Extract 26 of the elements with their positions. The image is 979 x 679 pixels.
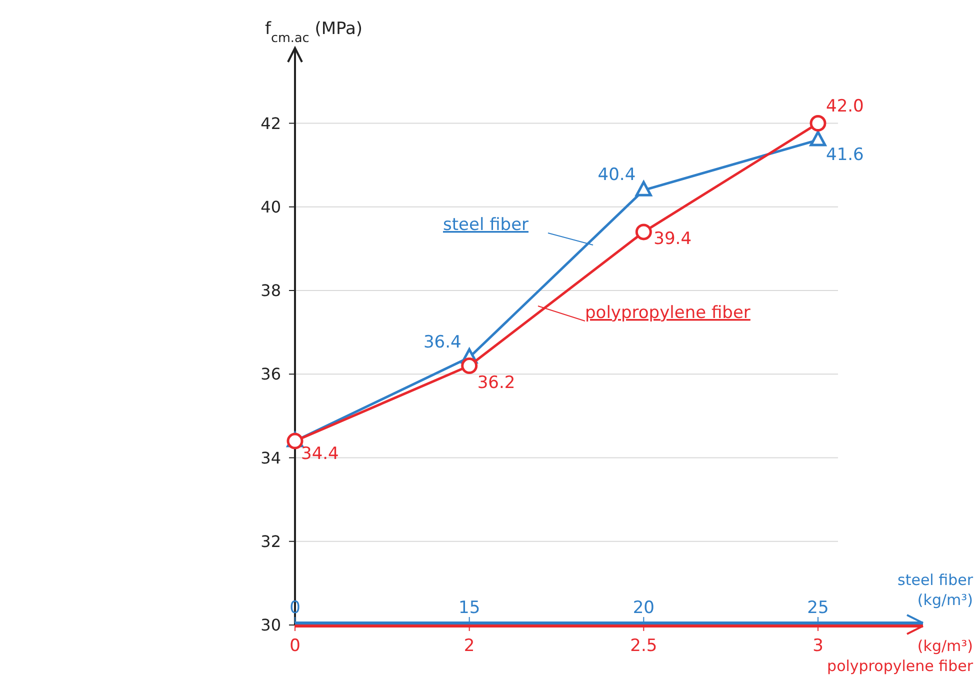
text: steel fiber bbox=[443, 215, 529, 235]
y-axis-title: f$_{cm.ac}$ (MPa) bbox=[265, 19, 363, 46]
y-tick-label: 38 bbox=[260, 281, 281, 300]
x-tick-label: 2 bbox=[464, 636, 475, 656]
data-label: 40.4 bbox=[598, 165, 636, 186]
data-label: 41.6 bbox=[826, 144, 864, 165]
data-label: 42.0 bbox=[826, 96, 864, 116]
annotation: 25 bbox=[807, 598, 829, 618]
x2-axis-title: steel fiber (kg/m³) bbox=[898, 571, 974, 609]
y-tick-label: 40 bbox=[260, 197, 281, 216]
data-label: 36.2 bbox=[477, 372, 516, 393]
y-tick-label: 36 bbox=[260, 364, 281, 384]
x-tick-label: 2.5 bbox=[630, 636, 658, 656]
legend-label: polypropylene fiber bbox=[585, 303, 750, 323]
x-tick-label: 3 bbox=[812, 636, 824, 656]
data-label: 36.4 bbox=[423, 332, 462, 352]
data-label: 39.4 bbox=[654, 228, 692, 249]
data-label: 34.4 bbox=[301, 444, 339, 464]
x-axis-title: (kg/m³) polypropylene fiber bbox=[827, 637, 974, 675]
annotation: 15 bbox=[458, 598, 480, 618]
y-tick-label: 42 bbox=[260, 114, 281, 133]
y-tick-label: 34 bbox=[260, 448, 281, 468]
annotation: 20 bbox=[632, 598, 654, 618]
y-tick-label: 32 bbox=[260, 532, 281, 551]
y-tick-label: 30 bbox=[260, 616, 281, 635]
x-tick-label: 0 bbox=[290, 636, 300, 656]
